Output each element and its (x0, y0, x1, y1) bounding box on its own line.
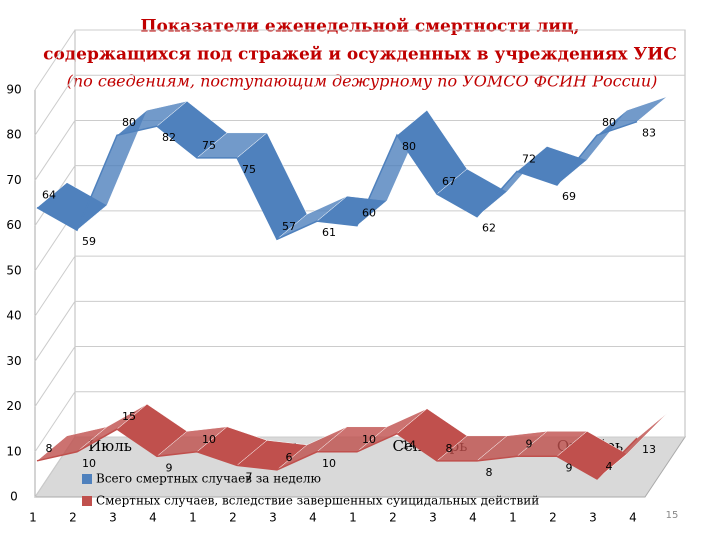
series-line (36, 120, 638, 241)
y-tick-label: 90 (6, 83, 21, 97)
value-label: 14 (402, 439, 416, 452)
value-label: 9 (526, 437, 533, 450)
value-label: 10 (82, 457, 96, 470)
y-tick-label: 30 (6, 354, 21, 368)
grid-line (34, 74, 76, 136)
y-tick-label: 70 (6, 173, 21, 187)
x-tick-label: 2 (229, 511, 237, 525)
chart-title: Показатели еженедельной смертности лиц, (140, 17, 579, 37)
back-wall (74, 29, 686, 438)
y-tick-label: 40 (6, 309, 21, 323)
value-label: 9 (166, 461, 173, 474)
x-tick-label: 2 (389, 511, 397, 525)
legend-swatch (82, 474, 92, 484)
legend-swatch (82, 496, 92, 506)
value-label: 8 (486, 466, 493, 479)
value-label: 10 (362, 433, 376, 446)
value-label: 6 (286, 451, 293, 464)
page-number: 15 (666, 510, 679, 521)
value-label: 9 (566, 461, 573, 474)
chart-title: содержащихся под стражей и осужденных в … (43, 45, 677, 65)
value-label: 8 (46, 442, 53, 455)
x-tick-label: 2 (69, 511, 77, 525)
x-tick-label: 1 (189, 511, 197, 525)
value-label: 69 (562, 190, 576, 203)
value-label: 75 (242, 163, 256, 176)
value-label: 10 (202, 433, 216, 446)
y-tick-label: 80 (6, 128, 21, 142)
value-label: 72 (522, 152, 536, 165)
x-tick-label: 4 (629, 511, 637, 525)
x-tick-label: 1 (349, 511, 357, 525)
value-label: 62 (482, 222, 496, 235)
value-label: 8 (446, 442, 453, 455)
value-label: 80 (602, 116, 616, 129)
x-tick-label: 1 (509, 511, 517, 525)
value-label: 61 (322, 226, 336, 239)
value-label: 80 (122, 116, 136, 129)
value-label: 4 (606, 460, 613, 473)
x-tick-label: 3 (109, 511, 117, 525)
x-tick-label: 3 (269, 511, 277, 525)
value-label: 7 (246, 470, 253, 483)
value-label: 67 (442, 175, 456, 188)
y-tick-label: 50 (6, 263, 21, 277)
value-label: 60 (362, 207, 376, 220)
y-tick-label: 20 (6, 399, 21, 413)
x-tick-label: 4 (309, 511, 317, 525)
x-tick-label: 4 (149, 511, 157, 525)
value-label: 75 (202, 139, 216, 152)
x-tick-label: 3 (429, 511, 437, 525)
value-label: 10 (322, 457, 336, 470)
grid-line (34, 301, 76, 362)
grid-line (34, 346, 76, 407)
x-tick-label: 1 (29, 511, 37, 525)
value-label: 57 (282, 220, 296, 233)
value-label: 59 (82, 235, 96, 248)
grid-line (34, 120, 76, 181)
value-label: 83 (642, 127, 656, 140)
value-label: 64 (42, 189, 56, 202)
value-label: 82 (162, 131, 176, 144)
x-tick-label: 4 (469, 511, 477, 525)
value-label: 13 (642, 443, 656, 456)
y-tick-label: 60 (6, 218, 21, 232)
grid-line (34, 391, 76, 453)
x-tick-label: 2 (549, 511, 557, 525)
y-tick-label: 10 (6, 444, 21, 458)
series-line (36, 428, 638, 480)
x-group-label: Июль (88, 437, 132, 455)
chart-subtitle: (по сведениям, поступающим дежурному по … (67, 72, 658, 91)
x-tick-label: 3 (589, 511, 597, 525)
grid-line (34, 255, 76, 317)
value-label: 15 (122, 410, 136, 423)
value-label: 80 (402, 140, 416, 153)
grid-line (34, 29, 76, 91)
legend-label: Смертных случаев, вследствие завершенных… (96, 494, 539, 508)
legend-label: Всего смертных случаев за неделю (96, 472, 321, 486)
y-tick-label: 0 (10, 490, 18, 504)
